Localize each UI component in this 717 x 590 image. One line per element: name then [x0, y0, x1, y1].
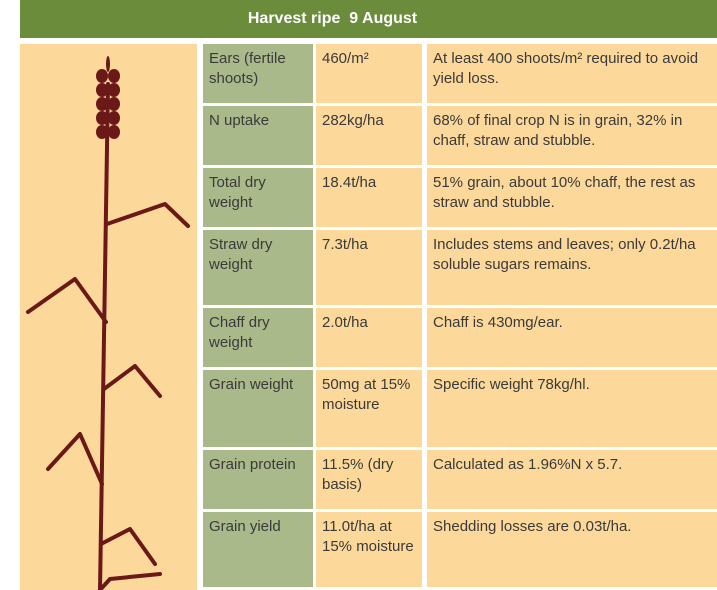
row-label: Grain protein: [203, 450, 313, 509]
row-note: Includes stems and leaves; only 0.2t/ha …: [427, 230, 717, 305]
row-note: 51% grain, about 10% chaff, the rest as …: [427, 168, 717, 227]
row-value: 18.4t/ha: [316, 168, 422, 227]
row-label: Chaff dry weight: [203, 308, 313, 367]
row-value: 460/m²: [316, 44, 422, 103]
row-label: Straw dry weight: [203, 230, 313, 305]
row-label: Total dry weight: [203, 168, 313, 227]
row-value: 2.0t/ha: [316, 308, 422, 367]
header-title: Harvest ripe 9 August: [20, 10, 645, 28]
header-bar: Harvest ripe 9 August: [20, 0, 717, 38]
row-label: Grain yield: [203, 512, 313, 587]
row-note: Specific weight 78kg/hl.: [427, 370, 717, 447]
wheat-illustration: [20, 44, 197, 590]
row-value: 7.3t/ha: [316, 230, 422, 305]
row-value: 11.0t/ha at 15% moisture: [316, 512, 422, 587]
row-label: Ears (fertile shoots): [203, 44, 313, 103]
row-value: 50mg at 15% moisture: [316, 370, 422, 447]
row-value: 11.5% (dry basis): [316, 450, 422, 509]
row-note: At least 400 shoots/m² required to avoid…: [427, 44, 717, 103]
row-note: 68% of final crop N is in grain, 32% in …: [427, 106, 717, 165]
row-note: Shedding losses are 0.03t/ha.: [427, 512, 717, 587]
page: Harvest ripe 9 August Ears (fertile shoo…: [0, 0, 717, 590]
row-label: N uptake: [203, 106, 313, 165]
row-value: 282kg/ha: [316, 106, 422, 165]
row-label: Grain weight: [203, 370, 313, 447]
row-note: Calculated as 1.96%N x 5.7.: [427, 450, 717, 509]
row-note: Chaff is 430mg/ear.: [427, 308, 717, 367]
